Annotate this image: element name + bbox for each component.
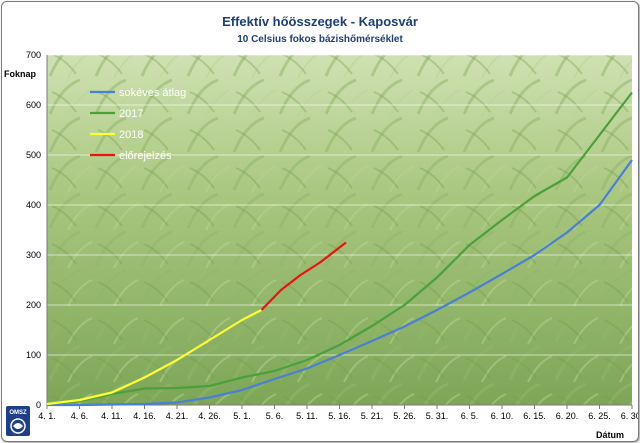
x-tick-label: 6. 30. xyxy=(621,411,638,421)
legend-label: előrejelzés xyxy=(119,150,172,162)
y-tick-label: 500 xyxy=(26,150,41,160)
legend-label: sokéves átlag xyxy=(119,87,186,99)
x-tick-label: 5. 26. xyxy=(393,411,416,421)
x-tick-label: 5. 11. xyxy=(296,411,318,421)
x-tick-label: 4. 26. xyxy=(198,411,221,421)
series-line-1 xyxy=(46,91,633,406)
y-axis-ticks: 0 100 200 300 400 500 600 700 xyxy=(26,50,41,410)
y-tick-label: 0 xyxy=(36,400,41,410)
x-tick-label: 5. 6. xyxy=(266,411,284,421)
x-tick-label: 6. 15. xyxy=(523,411,546,421)
x-tick-label: 4. 1. xyxy=(38,411,56,421)
x-tick-label: 4. 11. xyxy=(101,411,123,421)
y-tick-label: 100 xyxy=(26,350,41,360)
y-axis-label: Foknap xyxy=(4,69,37,79)
plot-background xyxy=(47,55,632,405)
series-lines xyxy=(46,91,633,407)
x-tick-label: 4. 21. xyxy=(166,411,189,421)
series-line-2 xyxy=(46,309,263,406)
series-line-3 xyxy=(260,241,347,311)
x-tick-label: 4. 16. xyxy=(133,411,156,421)
omsz-logo: OMSZ xyxy=(6,406,30,436)
y-tick-label: 600 xyxy=(26,100,41,110)
x-axis-ticks: 4. 1. 4. 6. 4. 11. 4. 16. 4. 21. 4. 26. 5. 1. 5… xyxy=(38,405,638,421)
x-tick-label: 6. 5. xyxy=(461,411,479,421)
x-tick-label: 5. 31. xyxy=(426,411,449,421)
omsz-logo-text: OMSZ xyxy=(9,410,27,416)
x-tick-label: 6. 10. xyxy=(491,411,514,421)
legend-label: 2017 xyxy=(119,108,143,120)
y-tick-label: 200 xyxy=(26,300,41,310)
legend: sokéves átlag 2017 2018 előrejelzés xyxy=(90,87,186,162)
y-tick-label: 700 xyxy=(26,50,41,60)
y-tick-label: 400 xyxy=(26,200,41,210)
chart-title: Effektív hőösszegek - Kaposvár xyxy=(222,14,418,29)
x-tick-label: 6. 20. xyxy=(556,411,579,421)
x-tick-label: 5. 16. xyxy=(328,411,351,421)
x-tick-label: 5. 21. xyxy=(361,411,384,421)
chart-subtitle: 10 Celsius fokos bázishőmérséklet xyxy=(237,34,403,45)
y-tick-label: 300 xyxy=(26,250,41,260)
x-tick-label: 5. 1. xyxy=(233,411,251,421)
x-axis-label: Dátum xyxy=(596,430,624,440)
legend-label: 2018 xyxy=(119,129,143,141)
x-tick-label: 4. 6. xyxy=(71,411,89,421)
x-tick-label: 6. 25. xyxy=(588,411,611,421)
series-line-0 xyxy=(47,159,633,407)
